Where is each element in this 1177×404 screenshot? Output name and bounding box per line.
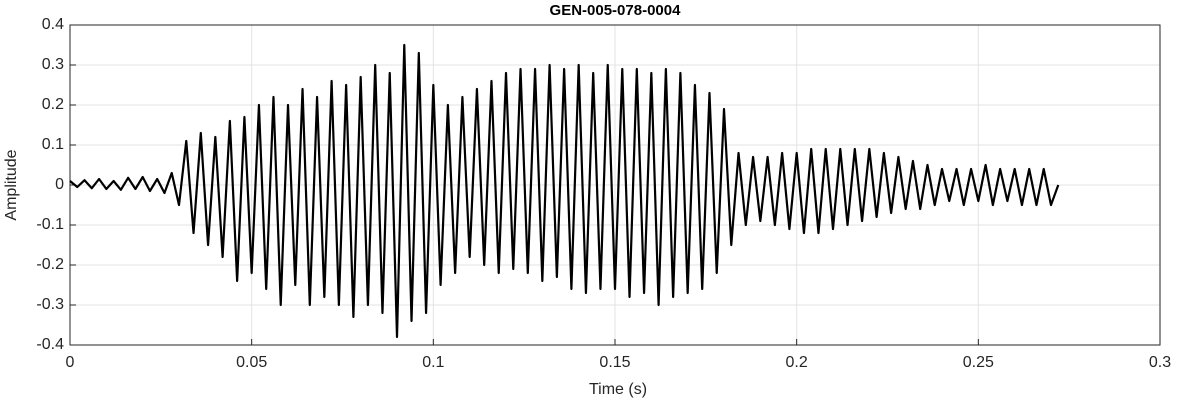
y-tick-label: 0.4 bbox=[42, 16, 64, 33]
x-tick-label: 0.05 bbox=[236, 354, 267, 371]
y-tick-label: 0.2 bbox=[42, 96, 64, 113]
chart-title: GEN-005-078-0004 bbox=[550, 2, 682, 19]
waveform-line bbox=[69, 43, 1060, 339]
x-tick-label: 0.3 bbox=[1149, 354, 1171, 371]
x-tick-label: 0.1 bbox=[422, 354, 444, 371]
y-tick-label: -0.2 bbox=[36, 256, 64, 273]
y-tick-label: 0 bbox=[55, 176, 64, 193]
y-tick-label: -0.3 bbox=[36, 296, 64, 313]
y-tick-label: 0.3 bbox=[42, 56, 64, 73]
x-tick-label: 0 bbox=[66, 354, 75, 371]
y-tick-label: -0.4 bbox=[36, 336, 64, 353]
x-tick-label: 0.2 bbox=[786, 354, 808, 371]
y-axis-label: Amplitude bbox=[3, 149, 20, 220]
y-tick-label: -0.1 bbox=[36, 216, 64, 233]
y-tick-label: 0.1 bbox=[42, 136, 64, 153]
x-tick-label: 0.15 bbox=[599, 354, 630, 371]
x-tick-label: 0.25 bbox=[963, 354, 994, 371]
plot-frame bbox=[69, 24, 1161, 346]
x-axis-label: Time (s) bbox=[589, 381, 647, 398]
